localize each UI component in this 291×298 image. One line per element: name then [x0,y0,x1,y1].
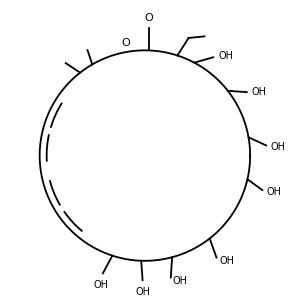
Text: OH: OH [219,256,234,266]
Text: OH: OH [271,142,286,152]
Text: OH: OH [267,187,282,197]
Text: OH: OH [252,87,267,97]
Text: OH: OH [172,276,187,286]
Text: O: O [122,38,130,48]
Text: OH: OH [135,287,150,297]
Text: OH: OH [94,280,109,290]
Text: OH: OH [218,51,233,61]
Text: O: O [144,13,153,23]
